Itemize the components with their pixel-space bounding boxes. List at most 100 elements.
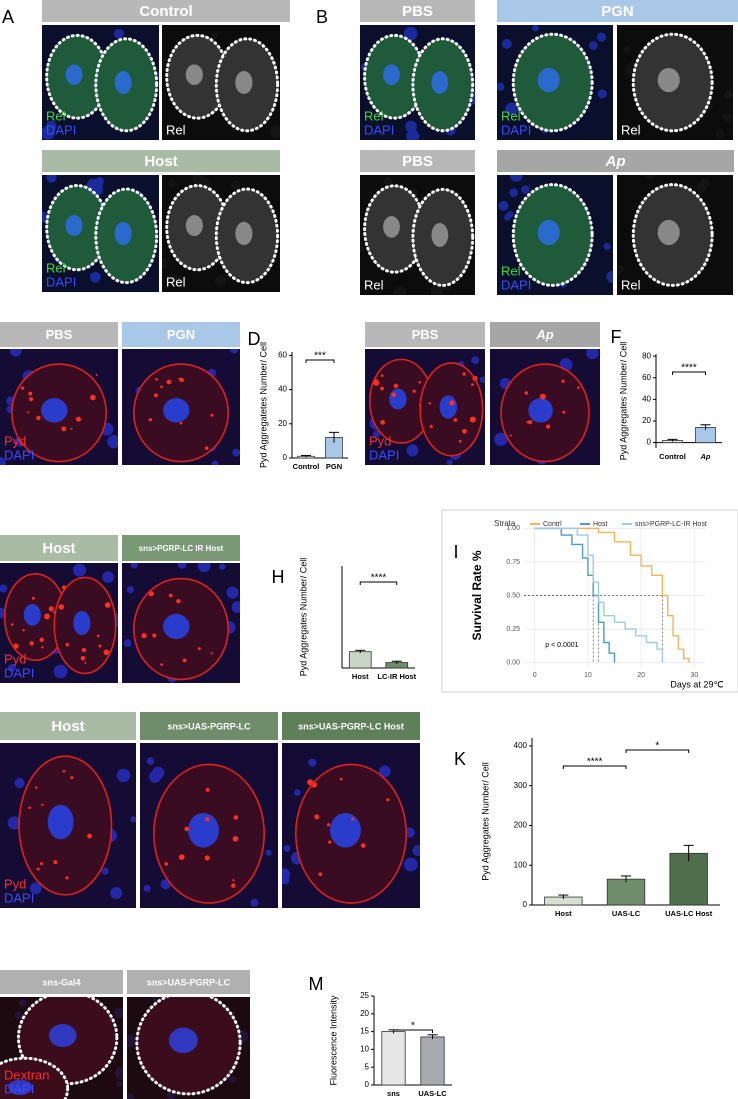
aggregate [80, 655, 86, 661]
background-nucleus [126, 586, 135, 594]
aggregate [339, 777, 343, 781]
panel-header [122, 322, 240, 347]
background-nucleus [406, 444, 419, 457]
cell-nucleus [383, 64, 400, 86]
background-nucleus [0, 584, 8, 593]
bar [606, 878, 646, 906]
background-nucleus [170, 274, 182, 286]
aggregate [40, 862, 44, 866]
aggregate [561, 379, 565, 383]
aggregate [153, 393, 158, 398]
channel-label: DAPI [46, 274, 76, 289]
significance-bracket [672, 371, 706, 375]
channel-label: Rel [166, 274, 186, 289]
aggregate [524, 391, 529, 395]
legend-label: Host [593, 521, 607, 528]
aggregate [104, 602, 111, 608]
panel-header [360, 150, 475, 172]
significance-label: *** [314, 351, 326, 362]
cell-nucleus [439, 395, 458, 419]
y-tick-label: 10 [360, 1045, 369, 1054]
cell-outline [94, 187, 159, 285]
background-nucleus [506, 210, 514, 218]
aggregate [210, 652, 213, 655]
micrograph [360, 25, 475, 140]
panel-header [42, 150, 280, 172]
cell-nucleus [235, 71, 253, 94]
aggregate [386, 798, 390, 802]
aggregate [182, 658, 187, 663]
background-nucleus [282, 875, 290, 885]
background-nucleus [42, 126, 55, 140]
aggregate [326, 823, 331, 827]
x-tick-label: UAS-LC [418, 1089, 447, 1098]
background-nucleus [509, 188, 519, 197]
background-nucleus [116, 1081, 123, 1088]
cell-outline [153, 763, 266, 904]
channel-label: DAPI [369, 447, 399, 462]
cell-nucleus [114, 71, 132, 94]
background-nucleus [197, 563, 211, 573]
cell-outline [419, 362, 484, 457]
panel-letter: I [453, 542, 458, 562]
cell-outline [631, 183, 714, 287]
y-tick-label: 400 [514, 741, 528, 750]
cell-outline [16, 997, 119, 1086]
background-nucleus [177, 563, 187, 569]
channel-label: DAPI [364, 122, 394, 137]
aggregate [526, 420, 530, 424]
channel-label: Rel [501, 108, 521, 123]
micrograph [0, 349, 118, 465]
micrograph [162, 25, 280, 140]
header-label: Control [139, 3, 192, 20]
panel-header [140, 712, 278, 740]
panel-letter: B [316, 7, 328, 27]
aggregate [210, 413, 214, 417]
cell-nucleus [163, 398, 190, 423]
background-nucleus [250, 898, 259, 907]
aggregate [48, 606, 54, 612]
survival-curve [534, 527, 664, 663]
header-label: sns>UAS-PGRP-LC [167, 721, 251, 731]
background-nucleus [231, 180, 241, 190]
y-tick-label: 0.75 [506, 559, 520, 566]
y-tick-label: 300 [514, 781, 528, 790]
significance-bracket [359, 581, 398, 585]
y-tick-label: 0.50 [506, 592, 520, 599]
aggregate [307, 779, 314, 786]
micrograph [122, 349, 240, 465]
background-nucleus [53, 664, 68, 679]
channel-label: Pyd [4, 433, 26, 448]
aggregate [528, 420, 533, 425]
cell-nucleus [431, 71, 449, 94]
aggregate [29, 641, 34, 646]
background-nucleus [219, 563, 226, 570]
micrograph [0, 563, 118, 683]
background-nucleus [403, 857, 418, 872]
header-label: sns>UAS-PGRP-LC [147, 977, 231, 987]
aggregate [87, 833, 92, 839]
aggregate [70, 427, 73, 430]
header-label: PBS [412, 327, 439, 342]
aggregate [318, 872, 323, 877]
background-nucleus [46, 175, 57, 183]
micrograph [0, 743, 136, 908]
aggregate [160, 663, 163, 666]
background-nucleus [406, 129, 420, 140]
background-nucleus [113, 1007, 123, 1019]
micrograph [365, 349, 485, 465]
aggregate [509, 434, 512, 437]
aggregate [462, 428, 467, 434]
background-nucleus [378, 765, 391, 778]
aggregate [314, 814, 320, 820]
background-nucleus [596, 32, 607, 42]
aggregate [562, 410, 566, 414]
background-nucleus [116, 768, 131, 783]
background-nucleus [724, 90, 733, 100]
bar [381, 1031, 406, 1086]
background-nucleus [597, 89, 607, 99]
cell-nucleus [657, 219, 680, 246]
micrograph [140, 743, 278, 908]
background-nucleus [405, 120, 417, 133]
x-tick-label: 30 [690, 672, 698, 679]
